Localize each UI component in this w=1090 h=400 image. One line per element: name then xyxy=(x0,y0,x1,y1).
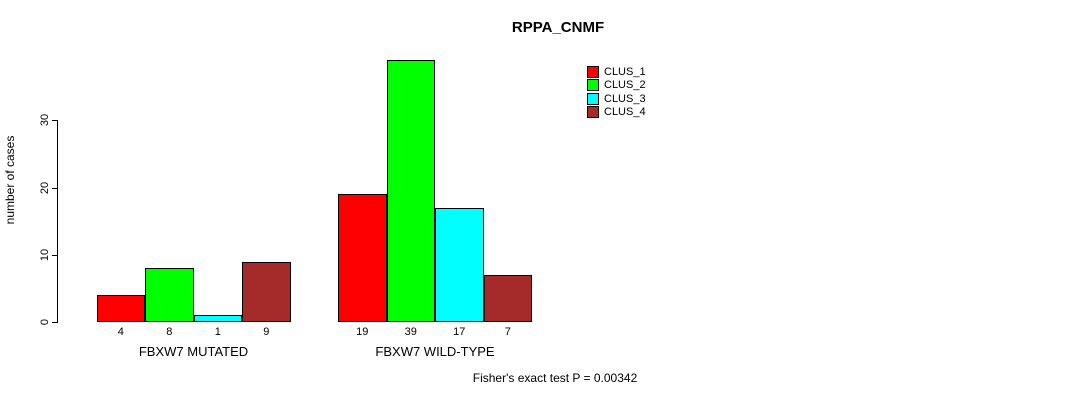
legend-label-clus_4: CLUS_4 xyxy=(604,105,646,118)
legend-swatch-clus_4 xyxy=(587,105,599,118)
bar-value-label: 4 xyxy=(117,326,124,338)
legend-label-clus_3: CLUS_3 xyxy=(604,92,646,105)
legend-label-clus_1: CLUS_1 xyxy=(604,66,646,78)
group-label: FBXW7 WILD-TYPE xyxy=(375,344,495,359)
bar-clus_1-group1 xyxy=(96,295,145,322)
stat-annotation: Fisher's exact test P = 0.00342 xyxy=(472,371,638,385)
bar-clus_2-group1 xyxy=(145,268,194,322)
y-axis-tick xyxy=(52,120,57,122)
bar-clus_3-group2 xyxy=(435,207,484,322)
group-label: FBXW7 MUTATED xyxy=(138,344,249,359)
y-axis-title: number of cases xyxy=(3,135,17,225)
bar-clus_1-group2 xyxy=(338,194,387,322)
bar-value-label: 17 xyxy=(453,326,466,338)
bar-clus_2-group2 xyxy=(386,59,435,322)
y-axis-tick-label: 0 xyxy=(39,318,51,326)
bar-clus_4-group2 xyxy=(483,274,532,322)
bar-clus_3-group1 xyxy=(193,315,242,322)
legend-label-clus_2: CLUS_2 xyxy=(604,79,646,92)
bar-clus_4-group1 xyxy=(242,261,291,322)
bar-value-label: 39 xyxy=(404,326,417,338)
y-axis-tick-label: 10 xyxy=(39,248,51,261)
y-axis-tick-label: 20 xyxy=(39,181,51,194)
y-axis-tick xyxy=(52,254,57,256)
legend-swatch-clus_2 xyxy=(587,79,599,92)
bar-value-label: 9 xyxy=(263,326,270,338)
chart-title: RPPA_CNMF xyxy=(511,19,605,36)
bar-value-label: 7 xyxy=(504,326,511,338)
y-axis-tick xyxy=(52,187,57,189)
bar-value-label: 8 xyxy=(166,326,173,338)
legend-swatch-clus_1 xyxy=(587,66,599,78)
bar-value-label: 19 xyxy=(356,326,369,338)
legend-swatch-clus_3 xyxy=(587,92,599,105)
y-axis-line xyxy=(57,120,58,323)
y-axis-tick-label: 30 xyxy=(39,114,51,127)
y-axis-tick xyxy=(52,322,57,323)
bar-value-label: 1 xyxy=(214,326,221,338)
